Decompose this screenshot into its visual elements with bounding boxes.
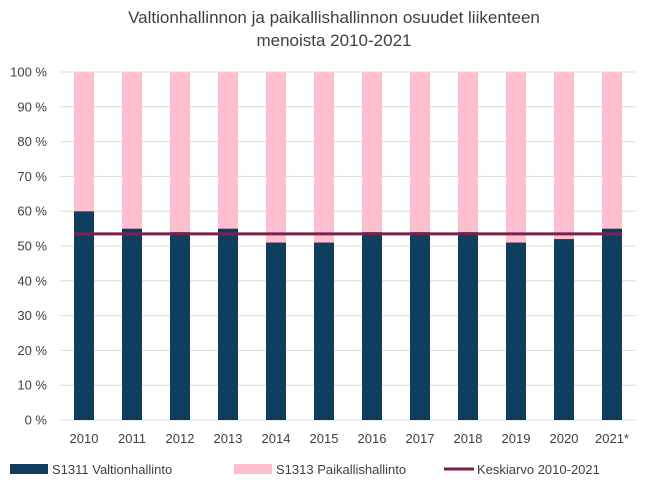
x-tick-label: 2011 (118, 431, 146, 446)
bar-paikallishallinto (506, 72, 526, 243)
bar-valtionhallinto (266, 242, 286, 420)
bar-valtionhallinto (170, 232, 190, 420)
legend-label: S1311 Valtionhallinto (52, 462, 172, 477)
bar-valtionhallinto (362, 232, 382, 420)
chart-title-line-2: menoista 2010-2021 (256, 31, 411, 50)
bar-paikallishallinto (218, 72, 238, 229)
chart-title-line-1: Valtionhallinnon ja paikallishallinnon o… (128, 8, 540, 27)
x-tick-label: 2018 (454, 431, 483, 446)
gridlines (60, 71, 636, 421)
x-tick-label: 2010 (70, 431, 99, 446)
bar-paikallishallinto (266, 72, 286, 243)
legend-item-keskiarvo: Keskiarvo 2010-2021 (444, 462, 600, 477)
bar-paikallishallinto (410, 72, 430, 233)
y-tick-label: 20 % (17, 343, 47, 358)
y-tick-label: 10 % (17, 378, 47, 393)
y-axis-tick-labels: 0 % 10 % 20 % 30 % 40 % 50 % 60 % 70 % 80 % 90 % 1… (10, 65, 47, 428)
bar-paikallishallinto (458, 72, 478, 233)
bar-paikallishallinto (554, 72, 574, 240)
legend-item-valtionhallinto: S1311 Valtionhallinto (10, 462, 172, 477)
bar-paikallishallinto (74, 72, 94, 212)
x-tick-label: 2017 (406, 431, 435, 446)
legend: S1311 Valtionhallinto S1313 Paikallishall… (10, 462, 600, 477)
x-tick-label: 2016 (358, 431, 387, 446)
chart-title: Valtionhallinnon ja paikallishallinnon o… (128, 8, 540, 50)
y-tick-label: 80 % (17, 134, 47, 149)
x-tick-label: 2019 (502, 431, 531, 446)
x-tick-label: 2012 (166, 431, 195, 446)
bar-paikallishallinto (602, 72, 622, 229)
legend-swatch (10, 464, 48, 474)
x-tick-label: 2020 (550, 431, 579, 446)
legend-label: S1313 Paikallishallinto (276, 462, 406, 477)
bar-paikallishallinto (314, 72, 334, 243)
bar-paikallishallinto (170, 72, 190, 233)
legend-label: Keskiarvo 2010-2021 (477, 462, 600, 477)
x-tick-label: 2021* (595, 431, 629, 446)
y-tick-label: 100 % (10, 65, 47, 80)
y-tick-label: 0 % (25, 413, 48, 428)
bar-valtionhallinto (554, 239, 574, 420)
bar-paikallishallinto (122, 72, 142, 229)
x-tick-label: 2013 (214, 431, 243, 446)
bar-valtionhallinto (506, 242, 526, 420)
bar-valtionhallinto (314, 242, 334, 420)
y-tick-label: 50 % (17, 239, 47, 254)
y-tick-label: 60 % (17, 204, 47, 219)
y-tick-label: 40 % (17, 273, 47, 288)
y-tick-label: 30 % (17, 308, 47, 323)
bar-valtionhallinto (218, 228, 238, 420)
bar-valtionhallinto (410, 232, 430, 420)
legend-item-paikallishallinto: S1313 Paikallishallinto (234, 462, 406, 477)
x-tick-label: 2014 (262, 431, 291, 446)
x-tick-label: 2015 (310, 431, 339, 446)
y-tick-label: 90 % (17, 99, 47, 114)
bars (74, 72, 622, 420)
y-tick-label: 70 % (17, 169, 47, 184)
bar-valtionhallinto (602, 228, 622, 420)
bar-valtionhallinto (122, 228, 142, 420)
bar-paikallishallinto (362, 72, 382, 233)
bar-valtionhallinto (458, 232, 478, 420)
x-axis-tick-labels: 2010 2011 2012 2013 2014 2015 2016 2017 2018 2019… (70, 431, 629, 446)
legend-swatch (234, 464, 272, 474)
bar-valtionhallinto (74, 211, 94, 420)
